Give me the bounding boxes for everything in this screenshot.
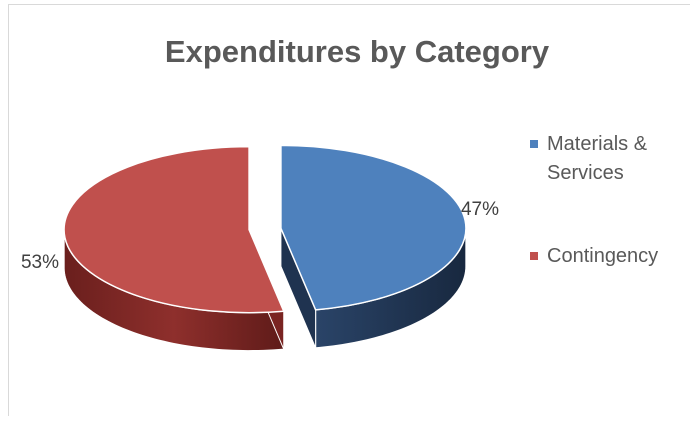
legend: Materials & Services Contingency xyxy=(530,133,658,267)
legend-item-materials-services: Materials & Services xyxy=(530,133,648,184)
data-label-contingency: 53% xyxy=(21,252,59,273)
legend-item-contingency: Contingency xyxy=(530,245,658,267)
data-label-materials-services: 47% xyxy=(461,199,499,220)
legend-label: Contingency xyxy=(547,245,658,267)
legend-label: Materials & xyxy=(547,133,648,155)
data-labels: 47% 53% xyxy=(21,199,499,273)
slice-top-face xyxy=(63,145,285,314)
pie-slice-materials-services xyxy=(280,144,467,349)
legend-label: Services xyxy=(547,162,624,184)
pie-slices xyxy=(63,144,467,352)
legend-swatch xyxy=(530,252,538,260)
legend-swatch xyxy=(530,140,538,148)
chart-title: Expenditures by Category xyxy=(165,34,550,69)
pie-slice-contingency xyxy=(63,145,285,352)
slice-top-face xyxy=(280,144,467,311)
